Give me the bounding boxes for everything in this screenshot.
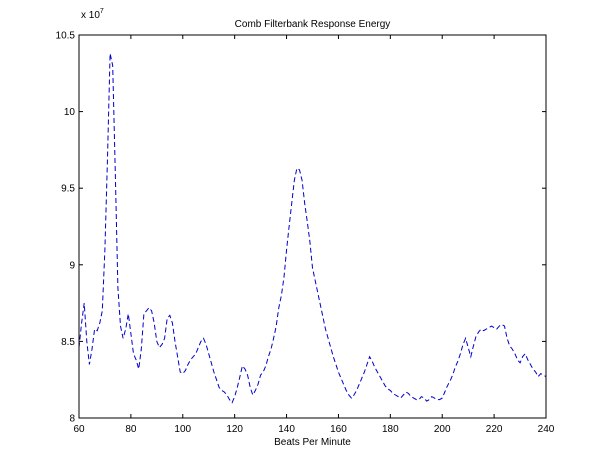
x-tick-label: 60 [73, 424, 85, 435]
axes-box [78, 34, 547, 419]
y-tick-label: 9.5 [61, 184, 75, 195]
x-axis-label: Beats Per Minute [274, 437, 351, 448]
x-tick-label: 160 [330, 424, 347, 435]
plot-background [79, 35, 546, 418]
y-tick-label: 10 [64, 107, 76, 118]
x-tick-label: 100 [174, 424, 191, 435]
x-tick-label: 220 [486, 424, 503, 435]
x-tick-label: 120 [226, 424, 243, 435]
plot-layer [78, 53, 547, 404]
x-tick-label: 240 [538, 424, 555, 435]
x-tick-label: 200 [434, 424, 451, 435]
svg-text:x 107: x 107 [81, 8, 104, 21]
x-tick-label: 140 [278, 424, 295, 435]
axes-layer: 60 80 100 120 140 160 180 200 220 240 8 8.5 9 9.5 10 10… [56, 31, 555, 436]
y-exponent-base: x 10 [81, 10, 100, 21]
x-tick-label: 80 [125, 424, 137, 435]
y-exponent-power: 7 [100, 8, 104, 15]
y-tick-label: 8 [69, 414, 75, 425]
y-tick-label: 8.5 [61, 337, 75, 348]
x-tick-label: 180 [382, 424, 399, 435]
y-tick-label: 9 [69, 260, 75, 271]
chart-title: Comb Filterbank Response Energy [235, 19, 391, 30]
y-tick-label: 10.5 [56, 31, 76, 42]
series-line-0 [78, 53, 547, 404]
y-exponent-label: x 107 [81, 8, 104, 21]
